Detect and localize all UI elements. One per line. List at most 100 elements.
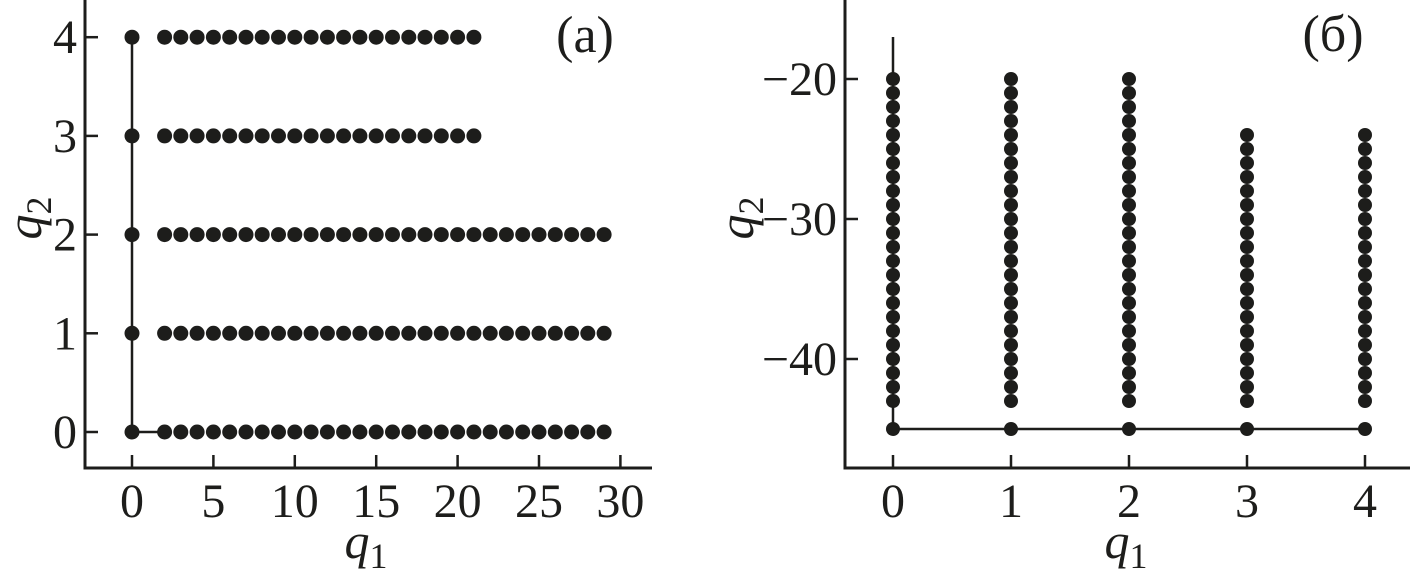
data-point <box>173 227 189 243</box>
data-point <box>1358 310 1372 324</box>
data-point <box>1358 254 1372 268</box>
series-row-q2-1 <box>157 325 612 341</box>
data-point <box>1240 170 1254 184</box>
data-point <box>222 325 238 341</box>
data-point <box>886 282 900 296</box>
data-point <box>417 424 433 440</box>
data-point <box>1240 156 1254 170</box>
data-point <box>1358 212 1372 226</box>
data-point <box>886 310 900 324</box>
data-point <box>352 227 368 243</box>
data-point <box>417 227 433 243</box>
data-point <box>450 325 466 341</box>
data-point <box>319 128 335 144</box>
data-point <box>531 325 547 341</box>
data-point <box>1004 310 1018 324</box>
data-point <box>238 227 254 243</box>
data-point <box>1004 142 1018 156</box>
data-point <box>368 424 384 440</box>
data-point <box>1004 254 1018 268</box>
data-point <box>1004 394 1018 408</box>
data-point <box>173 128 189 144</box>
data-point <box>886 86 900 100</box>
data-point <box>433 227 449 243</box>
data-point <box>385 227 400 243</box>
data-point <box>886 254 900 268</box>
data-point <box>466 128 482 144</box>
data-point <box>1122 338 1136 352</box>
data-point <box>1122 212 1136 226</box>
series-column-q1-2 <box>1122 72 1136 408</box>
series-row-q2-0 <box>157 424 612 440</box>
data-point <box>886 240 900 254</box>
x-tick-label: 25 <box>515 475 563 528</box>
data-point <box>1122 240 1136 254</box>
data-point <box>385 128 400 144</box>
data-point <box>515 325 531 341</box>
panel-label: (a) <box>556 7 614 64</box>
data-point <box>886 422 900 436</box>
y-axis-label: q2 <box>0 197 59 240</box>
data-point <box>1004 128 1018 142</box>
x-tick-label: 10 <box>271 475 319 528</box>
data-point <box>1240 254 1254 268</box>
data-point <box>564 325 580 341</box>
data-point <box>1240 338 1254 352</box>
data-point <box>531 227 547 243</box>
data-point <box>1122 86 1136 100</box>
data-point <box>1004 268 1018 282</box>
data-point <box>1004 282 1018 296</box>
data-point <box>303 325 319 341</box>
data-point <box>1358 394 1372 408</box>
data-point <box>254 128 270 144</box>
data-point <box>1004 86 1018 100</box>
data-point <box>886 352 900 366</box>
x-axis-label: q1 <box>1105 513 1148 576</box>
data-point <box>886 296 900 310</box>
data-point <box>1122 282 1136 296</box>
data-point <box>1122 352 1136 366</box>
data-point <box>303 424 319 440</box>
data-point <box>886 128 900 142</box>
data-point <box>205 325 221 341</box>
data-point <box>886 324 900 338</box>
data-point <box>433 325 449 341</box>
data-point <box>254 424 270 440</box>
data-point <box>1122 226 1136 240</box>
data-point <box>1358 226 1372 240</box>
data-point <box>886 198 900 212</box>
data-point <box>271 424 286 440</box>
data-point <box>886 380 900 394</box>
data-point <box>238 325 254 341</box>
data-point <box>254 227 270 243</box>
data-point <box>124 325 140 341</box>
data-point <box>352 424 368 440</box>
y-tick-label: 2 <box>53 209 77 262</box>
data-point <box>1122 254 1136 268</box>
data-point <box>466 424 482 440</box>
data-point <box>531 424 547 440</box>
data-point <box>417 128 433 144</box>
data-point <box>1358 184 1372 198</box>
data-point <box>222 227 238 243</box>
data-point <box>189 128 205 144</box>
data-point <box>157 227 173 243</box>
axes <box>843 0 1410 470</box>
data-point <box>1004 324 1018 338</box>
data-point <box>1122 170 1136 184</box>
data-point <box>1122 422 1136 436</box>
data-point <box>287 128 303 144</box>
series-column-q1-4 <box>1358 128 1372 408</box>
data-point <box>886 100 900 114</box>
data-point <box>886 142 900 156</box>
data-point <box>1358 156 1372 170</box>
data-point <box>1358 128 1372 142</box>
data-point <box>886 268 900 282</box>
data-point <box>1122 268 1136 282</box>
y-tick-label: 0 <box>53 406 77 459</box>
data-point <box>450 29 466 45</box>
data-point <box>401 128 417 144</box>
data-point <box>1004 226 1018 240</box>
